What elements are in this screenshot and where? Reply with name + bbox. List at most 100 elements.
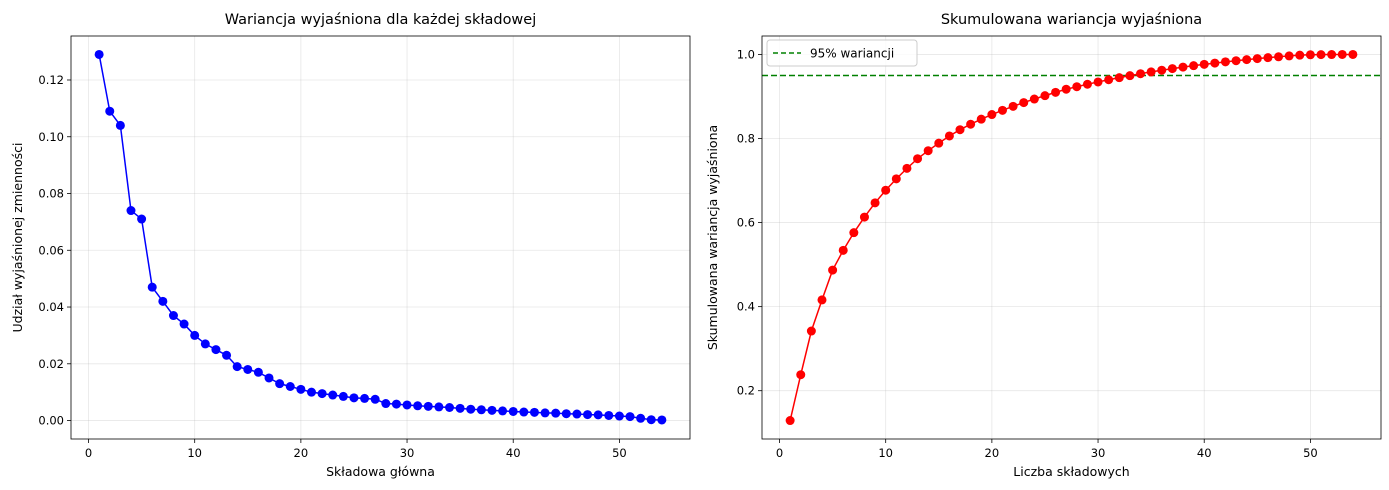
data-point — [1178, 62, 1188, 72]
x-tick-label: 50 — [1303, 446, 1318, 460]
data-point — [466, 404, 476, 414]
data-point — [870, 198, 880, 208]
x-tick-label: 30 — [400, 446, 415, 460]
data-point — [1008, 101, 1018, 111]
data-point — [976, 114, 986, 124]
x-tick-label: 50 — [612, 446, 627, 460]
data-point — [913, 154, 923, 164]
data-point — [402, 400, 412, 410]
data-point — [498, 406, 508, 416]
data-point — [349, 393, 359, 403]
data-point — [1274, 52, 1284, 62]
x-axis-label: Składowa główna — [326, 464, 435, 479]
y-axis-ticks: 0.2 0.4 0.6 0.8 1.0 — [737, 47, 762, 398]
data-point — [966, 119, 976, 129]
data-point — [253, 367, 263, 377]
chart-explained-variance: Wariancja wyjaśniona dla każdej składowe… — [10, 12, 691, 479]
y-tick-label: 0.2 — [737, 384, 755, 398]
chart-title: Skumulowana wariancja wyjaśniona — [941, 12, 1202, 28]
data-point — [955, 125, 965, 135]
data-point — [285, 381, 295, 391]
y-tick-label: 0.12 — [38, 73, 64, 87]
data-point — [561, 409, 571, 419]
grid — [762, 36, 1381, 439]
data-point — [222, 350, 232, 360]
data-point — [508, 406, 518, 416]
data-point — [519, 407, 529, 417]
data-point — [1210, 58, 1220, 68]
data-point — [923, 146, 933, 156]
legend-entry: 95% wariancji — [810, 47, 894, 61]
data-point — [445, 402, 455, 412]
x-tick-label: 40 — [1197, 446, 1212, 460]
data-point — [934, 138, 944, 148]
data-point — [1327, 50, 1337, 60]
data-point — [296, 384, 306, 394]
data-point — [232, 362, 242, 372]
data-point — [625, 412, 635, 422]
x-tick-label: 30 — [1091, 446, 1106, 460]
data-point — [1114, 73, 1124, 83]
data-point — [190, 330, 200, 340]
data-point — [1284, 51, 1294, 61]
x-tick-label: 20 — [294, 446, 309, 460]
data-point — [593, 410, 603, 420]
data-point — [476, 405, 486, 415]
data-point — [1199, 59, 1209, 69]
legend: 95% wariancji — [766, 39, 918, 67]
y-tick-label: 0.4 — [737, 300, 755, 314]
y-tick-label: 0.02 — [38, 357, 64, 371]
data-point — [275, 379, 285, 389]
data-point — [796, 370, 806, 380]
axes-frame — [761, 35, 1382, 440]
data-point — [1231, 56, 1241, 66]
data-point — [1167, 64, 1177, 74]
data-point — [413, 401, 423, 411]
y-tick-label: 0.06 — [38, 243, 64, 257]
data-point — [1252, 54, 1262, 64]
x-tick-label: 40 — [506, 446, 521, 460]
data-point — [1220, 57, 1230, 67]
data-point — [126, 206, 136, 216]
data-point — [1316, 50, 1326, 60]
x-axis-ticks: 0 10 20 30 40 50 — [776, 439, 1318, 460]
data-point — [1040, 91, 1050, 101]
y-tick-label: 0.8 — [737, 132, 755, 146]
data-point — [1295, 50, 1305, 60]
data-point — [1337, 49, 1347, 59]
chart-title: Wariancja wyjaśniona dla każdej składowe… — [225, 12, 537, 28]
x-tick-label: 10 — [878, 446, 893, 460]
data-point — [1019, 98, 1029, 108]
data-point — [1242, 55, 1252, 65]
data-point — [881, 185, 891, 195]
y-tick-label: 0.6 — [737, 216, 755, 230]
x-axis-ticks: 0 10 20 30 40 50 — [85, 439, 627, 460]
data-point — [646, 415, 656, 425]
data-point — [1072, 82, 1082, 92]
grid — [71, 36, 690, 439]
chart-cumulative-variance: Skumulowana wariancja wyjaśniona 0 10 20 30… — [705, 12, 1382, 479]
data-point — [306, 387, 316, 397]
data-point — [806, 326, 816, 336]
plot-area — [762, 49, 1381, 426]
plot-area — [94, 49, 667, 425]
data-point — [1348, 49, 1358, 59]
data-point — [817, 295, 827, 305]
data-point — [1082, 79, 1092, 89]
data-point — [1061, 84, 1071, 94]
data-point — [158, 296, 168, 306]
data-point — [338, 391, 348, 401]
data-point — [529, 407, 539, 417]
data-point — [317, 389, 327, 399]
data-point — [583, 410, 593, 420]
data-point — [828, 265, 838, 275]
data-point — [200, 339, 210, 349]
y-tick-label: 0.00 — [38, 414, 64, 428]
y-axis-label: Skumulowana wariancja wyjaśniona — [705, 125, 720, 350]
data-point — [264, 373, 274, 383]
data-point — [360, 393, 370, 403]
x-tick-label: 0 — [776, 446, 783, 460]
data-point — [434, 402, 444, 412]
